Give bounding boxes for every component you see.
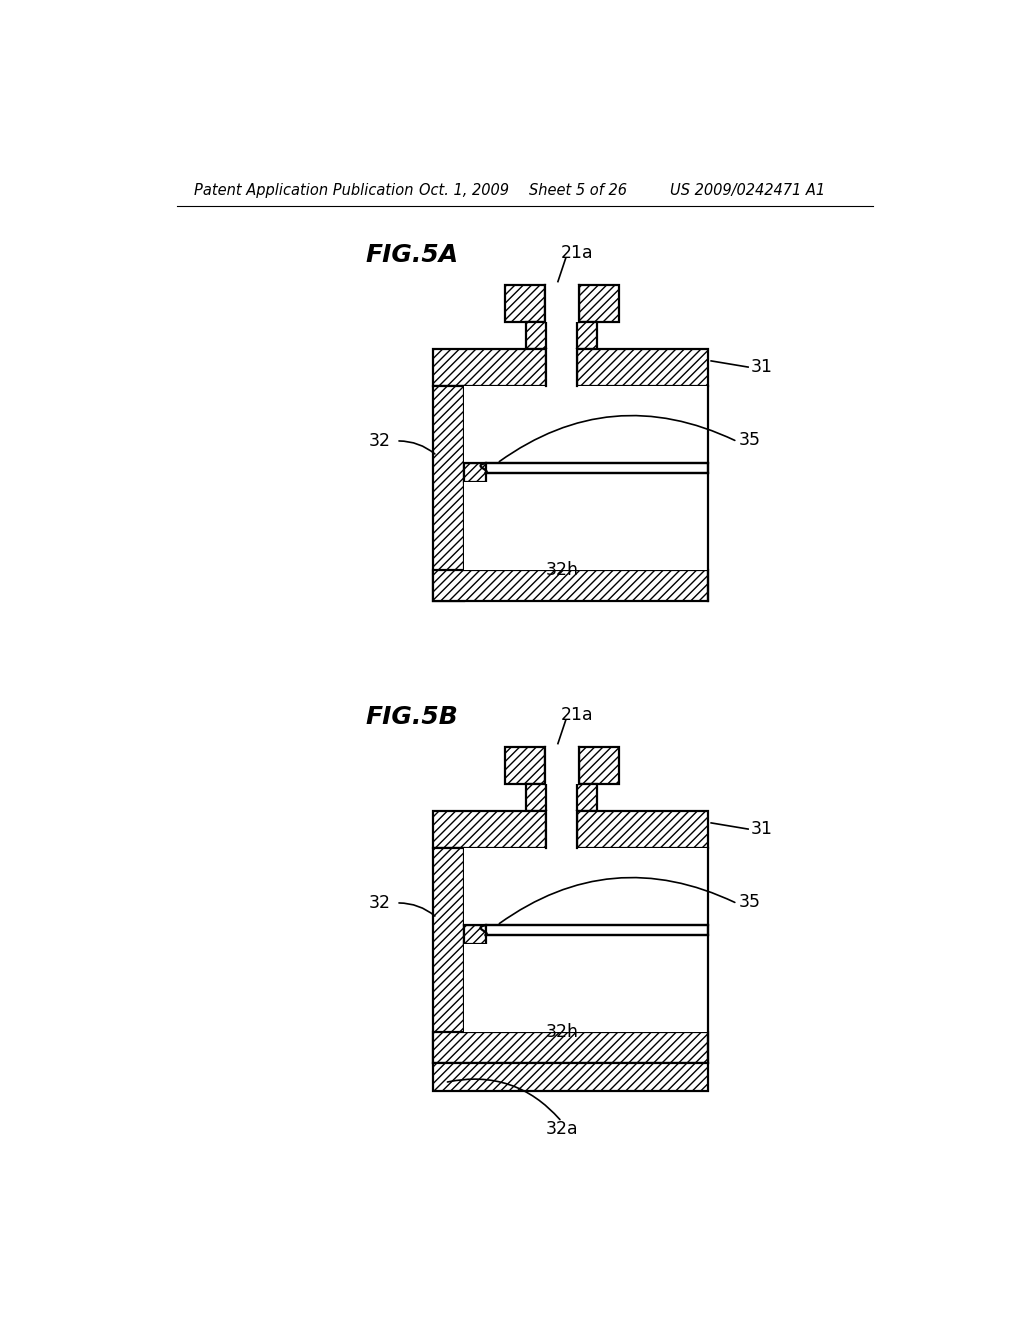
Bar: [579, 285, 618, 322]
Bar: [578, 784, 597, 810]
Bar: [464, 944, 708, 1032]
Bar: [485, 925, 708, 935]
Text: 31: 31: [751, 820, 772, 838]
Text: 35: 35: [739, 894, 761, 911]
Text: FIG.5B: FIG.5B: [366, 705, 458, 729]
Bar: [547, 810, 578, 847]
Bar: [505, 285, 545, 322]
Text: 32: 32: [369, 432, 391, 450]
Bar: [578, 348, 708, 385]
Text: 32h: 32h: [545, 1023, 579, 1041]
Text: 32a: 32a: [546, 1121, 579, 1138]
Bar: [433, 1032, 708, 1063]
Bar: [464, 482, 708, 570]
Bar: [433, 385, 464, 601]
Text: 31: 31: [751, 358, 772, 376]
Bar: [526, 322, 547, 348]
Text: 21a: 21a: [561, 706, 594, 725]
Bar: [464, 385, 708, 463]
Bar: [578, 810, 708, 847]
Bar: [545, 747, 579, 784]
Text: Oct. 1, 2009: Oct. 1, 2009: [419, 183, 509, 198]
Text: 32: 32: [369, 894, 391, 912]
Bar: [464, 925, 485, 944]
Bar: [579, 747, 618, 784]
Bar: [464, 847, 708, 925]
Bar: [578, 322, 597, 348]
Bar: [433, 847, 464, 1063]
Bar: [526, 784, 547, 810]
Bar: [547, 348, 578, 385]
Bar: [485, 463, 708, 473]
Bar: [464, 463, 485, 482]
Bar: [433, 1063, 708, 1090]
Bar: [433, 348, 547, 385]
Bar: [433, 570, 708, 601]
Bar: [433, 810, 547, 847]
Bar: [505, 747, 545, 784]
Text: Patent Application Publication: Patent Application Publication: [194, 183, 414, 198]
Text: Sheet 5 of 26: Sheet 5 of 26: [529, 183, 628, 198]
Text: 21a: 21a: [561, 244, 594, 263]
Text: 32h: 32h: [545, 561, 579, 579]
Bar: [545, 285, 579, 322]
Text: US 2009/0242471 A1: US 2009/0242471 A1: [670, 183, 824, 198]
Text: 35: 35: [739, 432, 761, 449]
Text: FIG.5A: FIG.5A: [366, 243, 459, 267]
